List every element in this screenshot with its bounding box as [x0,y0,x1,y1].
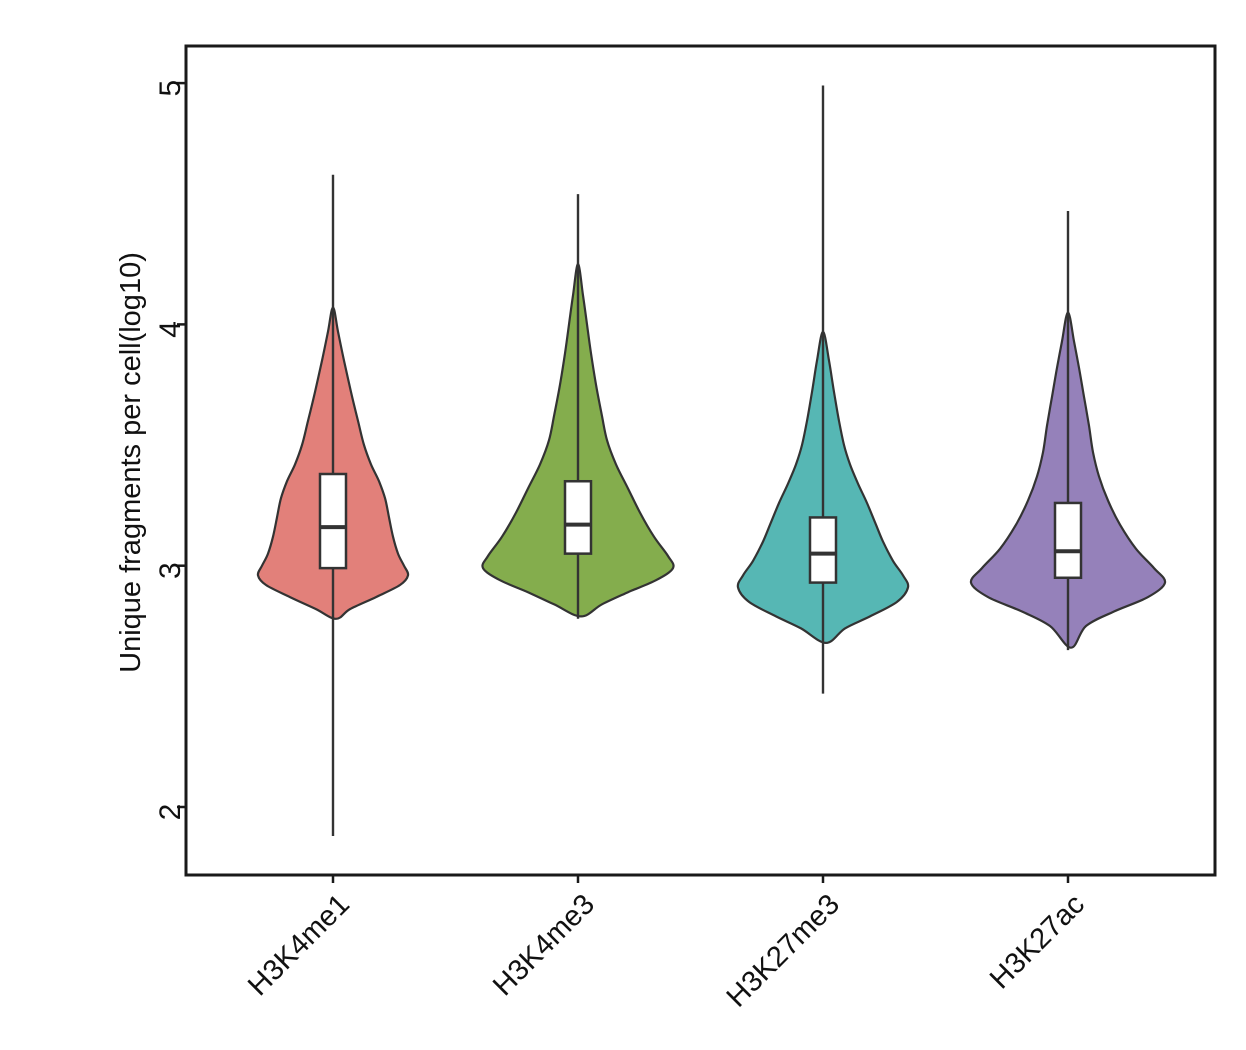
y-tick-label-3: 3 [154,562,187,579]
y-tick-label-4: 4 [154,321,187,338]
box-h3k27me3 [808,516,838,584]
y-tick-label-5: 5 [154,80,187,97]
y-axis-label: Unique fragments per cell(log10) [115,252,147,673]
box-h3k4me1 [318,472,348,570]
plot-frame [184,44,1217,877]
y-tick-label-2: 2 [154,804,187,821]
box-h3k27ac [1053,501,1083,580]
box-h3k4me3 [563,479,593,555]
